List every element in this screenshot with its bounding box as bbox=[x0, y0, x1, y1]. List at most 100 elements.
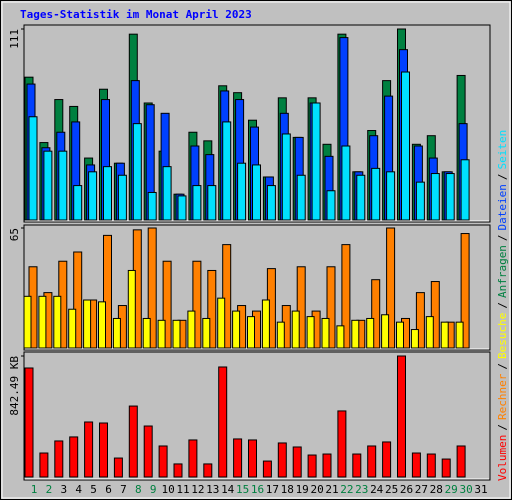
bar bbox=[292, 446, 302, 478]
bar bbox=[381, 314, 390, 349]
x-tick-label: 28 bbox=[430, 483, 443, 496]
x-tick-label: 7 bbox=[120, 483, 127, 496]
bar bbox=[397, 355, 406, 478]
bar bbox=[23, 295, 32, 349]
bar bbox=[401, 71, 410, 221]
legend-entry: Dateien bbox=[496, 184, 509, 230]
x-tick-label: 17 bbox=[266, 483, 279, 496]
bar bbox=[371, 279, 381, 349]
bar bbox=[386, 171, 396, 221]
bar bbox=[39, 452, 49, 478]
x-tick-label: 23 bbox=[355, 483, 368, 496]
bar bbox=[261, 299, 270, 349]
bar bbox=[311, 102, 321, 221]
bar bbox=[28, 116, 38, 221]
x-tick-label: 13 bbox=[206, 483, 219, 496]
y-tick-label: 111 bbox=[8, 29, 21, 49]
x-tick-label: 4 bbox=[75, 483, 82, 496]
legend-entry: Seiten bbox=[496, 130, 509, 170]
x-tick-label: 30 bbox=[459, 483, 472, 496]
bar bbox=[207, 269, 217, 349]
legend-separator: / bbox=[496, 424, 509, 431]
bar bbox=[425, 316, 434, 349]
bar bbox=[162, 260, 172, 349]
x-tick-label: 10 bbox=[161, 483, 174, 496]
bar bbox=[307, 454, 317, 478]
bar bbox=[103, 234, 112, 349]
x-tick-label: 20 bbox=[310, 483, 323, 496]
bar bbox=[58, 150, 68, 221]
bar bbox=[306, 316, 315, 349]
bar bbox=[247, 316, 255, 349]
y-tick-label: 65 bbox=[8, 228, 21, 241]
bar bbox=[460, 233, 470, 349]
bar bbox=[192, 185, 202, 221]
x-tick-label: 21 bbox=[325, 483, 338, 496]
x-tick-label: 11 bbox=[176, 483, 189, 496]
bar bbox=[233, 438, 243, 478]
legend-entry: Rechner bbox=[496, 373, 509, 420]
x-tick-label: 27 bbox=[415, 483, 428, 496]
x-tick-label: 26 bbox=[400, 483, 413, 496]
bar bbox=[232, 310, 241, 349]
chart-title: Tages-Statistik im Monat April 2023 bbox=[20, 8, 252, 21]
legend-entry: Besuche bbox=[496, 313, 509, 359]
bar bbox=[411, 452, 421, 478]
bar bbox=[68, 308, 77, 349]
x-tick-label: 24 bbox=[370, 483, 384, 496]
legend-entry: Volumen bbox=[496, 435, 509, 481]
x-tick-label: 12 bbox=[191, 483, 204, 496]
bar bbox=[54, 440, 64, 478]
bar bbox=[356, 174, 366, 221]
bar bbox=[98, 301, 106, 349]
bar bbox=[410, 329, 419, 349]
x-tick-label: 14 bbox=[221, 483, 235, 496]
bar bbox=[441, 458, 451, 478]
bar bbox=[396, 321, 404, 349]
bar bbox=[177, 195, 187, 221]
bar bbox=[296, 174, 306, 221]
bar bbox=[281, 133, 291, 221]
bar bbox=[351, 319, 360, 349]
bar bbox=[415, 181, 425, 221]
bar bbox=[426, 453, 436, 478]
bar bbox=[143, 425, 153, 478]
bar bbox=[103, 166, 112, 221]
x-tick-label: 15 bbox=[236, 483, 249, 496]
bar bbox=[187, 310, 196, 349]
bar bbox=[326, 190, 336, 221]
bar bbox=[371, 167, 381, 221]
bar bbox=[132, 123, 142, 221]
legend-separator: / bbox=[496, 173, 509, 180]
bar bbox=[53, 295, 62, 349]
y-tick-label: 842.49 KB bbox=[8, 356, 21, 416]
bar bbox=[73, 251, 83, 349]
bar bbox=[460, 159, 470, 221]
bar bbox=[162, 166, 172, 221]
legend-separator: / bbox=[496, 234, 509, 241]
x-tick-label: 31 bbox=[474, 483, 487, 496]
x-tick-label: 19 bbox=[296, 483, 309, 496]
bar bbox=[277, 442, 287, 478]
bar bbox=[69, 436, 79, 478]
bar bbox=[147, 227, 157, 349]
bar bbox=[262, 460, 272, 478]
bar bbox=[296, 266, 306, 349]
bar bbox=[430, 173, 440, 221]
bar bbox=[157, 319, 166, 349]
x-tick-label: 3 bbox=[60, 483, 67, 496]
bar bbox=[440, 321, 449, 349]
bar bbox=[456, 445, 466, 478]
legend: Volumen / Rechner / Besuche / Anfragen / Dateien… bbox=[496, 130, 509, 481]
bar bbox=[112, 317, 121, 349]
bar bbox=[192, 260, 202, 349]
bar bbox=[24, 367, 34, 478]
bar bbox=[172, 319, 181, 349]
bar bbox=[222, 244, 232, 349]
x-tick-label: 2 bbox=[46, 483, 53, 496]
bar bbox=[415, 292, 425, 349]
x-tick-label: 9 bbox=[150, 483, 157, 496]
